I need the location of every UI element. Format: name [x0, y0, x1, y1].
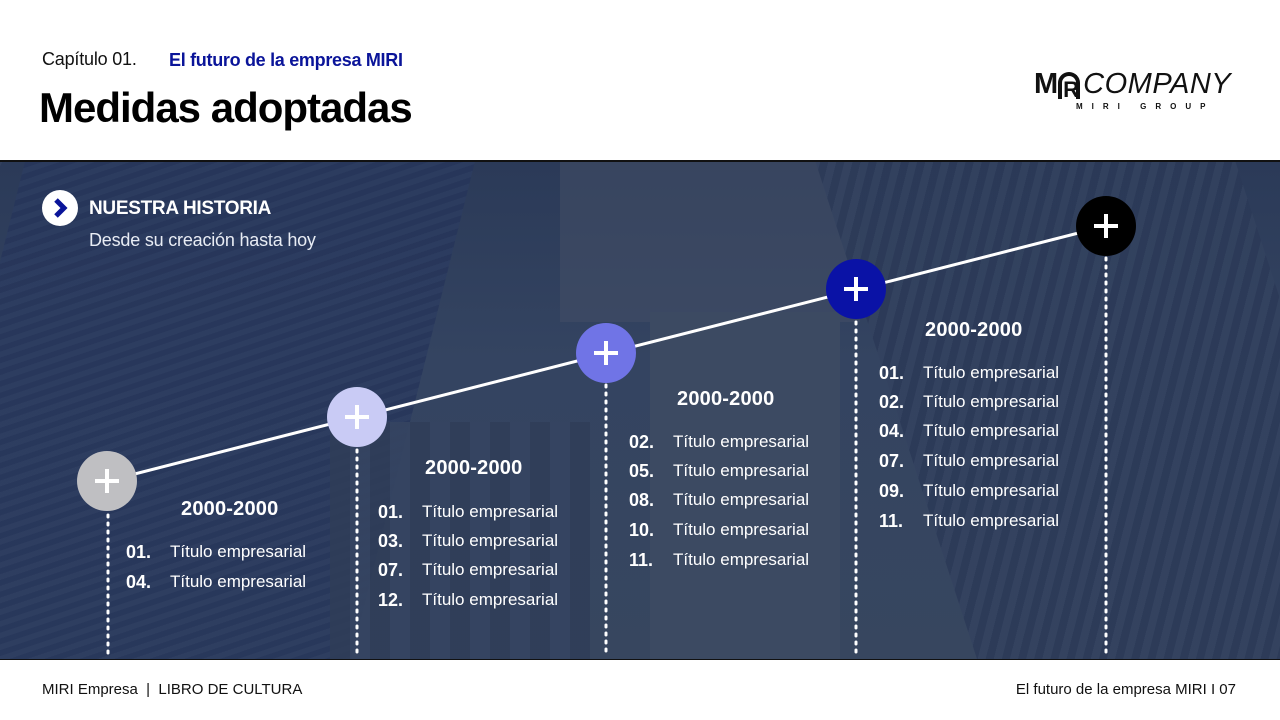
logo-arch-icon: R — [1058, 72, 1081, 102]
period-label-1: 2000-2000 — [181, 498, 279, 520]
footer-left-text: MIRI Empresa | LIBRO DE CULTURA — [42, 681, 303, 698]
timeline-node-2[interactable] — [327, 387, 387, 447]
sky-patch — [560, 162, 860, 322]
period-label-3: 2000-2000 — [677, 388, 775, 410]
logo-company-text: COMPANY — [1083, 68, 1232, 100]
list-item: 08. Título empresarial — [629, 489, 810, 510]
list-item: 10. Título empresarial — [629, 519, 810, 540]
chevron-right-icon — [42, 190, 78, 226]
footer-page-info: El futuro de la empresa MIRI I 07 — [1015, 681, 1236, 698]
slide-footer: MIRI Empresa | LIBRO DE CULTURA El futur… — [0, 661, 1280, 720]
period-label-2: 2000-2000 — [425, 457, 523, 479]
list-item: 03. Título empresarial — [378, 530, 559, 551]
chapter-subtitle: El futuro de la empresa MIRI — [169, 50, 403, 70]
logo-group-text: MIRI GROUP — [1076, 102, 1215, 111]
chapter-label: Capítulo 01. — [42, 49, 137, 69]
list-item: 01. Título empresarial — [378, 501, 559, 522]
list-item: 04. Título empresarial — [126, 571, 307, 592]
list-item: 07. Título empresarial — [879, 450, 1060, 471]
logo-letter-m: M — [1034, 68, 1058, 100]
list-item: 01. Título empresarial — [879, 362, 1060, 383]
plus-icon — [1094, 214, 1118, 238]
period-label-4: 2000-2000 — [925, 319, 1023, 341]
page-title: Medidas adoptadas — [39, 84, 413, 131]
section-subtitle: Desde su creación hasta hoy — [89, 230, 316, 250]
list-item: 07. Título empresarial — [378, 559, 559, 580]
period-list-2: 01. Título empresarial 03. Título empresar… — [378, 497, 558, 615]
period-list-1: 01. Título empresarial 04. Título empresar… — [126, 537, 306, 597]
timeline-node-3[interactable] — [576, 323, 636, 383]
plus-icon — [95, 469, 119, 493]
list-item: 09. Título empresarial — [879, 480, 1060, 501]
list-item: 02. Título empresarial — [879, 391, 1060, 412]
plus-icon — [844, 277, 868, 301]
plus-icon — [594, 341, 618, 365]
section-title: NUESTRA HISTORIA — [89, 198, 272, 219]
timeline-node-5[interactable] — [1076, 196, 1136, 256]
list-item: 05. Título empresarial — [629, 460, 810, 481]
list-item: 01. Título empresarial — [126, 541, 307, 562]
list-item: 02. Título empresarial — [629, 431, 810, 452]
plus-icon — [345, 405, 369, 429]
company-logo: M R COMPANY MIRI GROUP — [1034, 64, 1244, 116]
list-item: 11. Título empresarial — [879, 510, 1060, 531]
period-list-4: 01. Título empresarial 02. Título empresar… — [879, 358, 1059, 536]
logo-letter-r: R — [1063, 77, 1080, 102]
slide-header: Capítulo 01. El futuro de la empresa MIR… — [0, 0, 1280, 160]
period-list-3: 02. Título empresarial 05. Título empresar… — [629, 427, 809, 575]
list-item: 04. Título empresarial — [879, 420, 1060, 441]
list-item: 11. Título empresarial — [629, 549, 810, 570]
timeline-node-1[interactable] — [77, 451, 137, 511]
list-item: 12. Título empresarial — [378, 589, 559, 610]
timeline-node-4[interactable] — [826, 259, 886, 319]
